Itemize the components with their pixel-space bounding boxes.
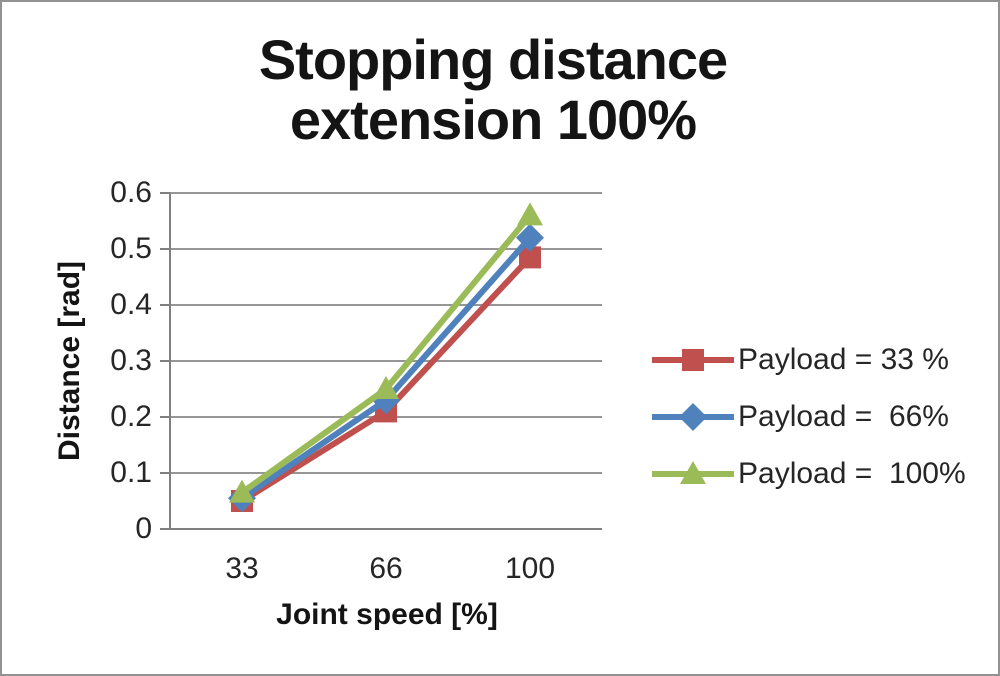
y-tick-label: 0.1 xyxy=(110,456,152,489)
legend-item: Payload = 33 % xyxy=(652,338,949,382)
y-tick-label: 0.3 xyxy=(110,344,152,377)
y-tick-label: 0.5 xyxy=(110,232,152,265)
square-marker-icon xyxy=(519,246,541,269)
x-axis-title: Joint speed [%] xyxy=(276,598,498,631)
x-tick-label: 100 xyxy=(504,552,556,585)
y-tick-label: 0 xyxy=(135,512,152,545)
legend-item: Payload = 100% xyxy=(652,452,966,496)
triangle-marker-icon xyxy=(680,461,706,484)
chart-title-line-2: extension 100% xyxy=(289,88,697,151)
diamond-marker-icon xyxy=(516,223,544,252)
legend-triangle-swatch-icon xyxy=(652,461,734,484)
legend-label: Payload = 33 % xyxy=(738,343,949,376)
triangle-marker-icon xyxy=(229,479,255,503)
x-tick-label: 66 xyxy=(369,552,403,585)
y-tick-label: 0.4 xyxy=(110,288,152,321)
chart-title: Stopping distance extension 100% xyxy=(0,30,986,150)
y-tick-label: 0.2 xyxy=(110,400,152,433)
y-tick-label: 0.6 xyxy=(110,176,152,209)
legend-label: Payload = 66% xyxy=(738,400,949,433)
triangle-marker-icon xyxy=(517,202,543,226)
series-line xyxy=(240,213,533,496)
legend-label: Payload = 100% xyxy=(738,457,966,490)
diamond-marker-icon xyxy=(679,403,707,431)
chart-title-line-1: Stopping distance xyxy=(258,28,728,91)
legend-item: Payload = 66% xyxy=(652,395,949,439)
legend-square-swatch-icon xyxy=(652,349,734,371)
x-tick-label: 33 xyxy=(225,552,259,585)
legend-diamond-swatch-icon xyxy=(652,403,734,431)
square-marker-icon xyxy=(682,349,704,371)
triangle-marker-icon xyxy=(373,376,399,399)
chart-legend: Payload = 33 % Payload = 66% Payload = 100… xyxy=(652,0,982,676)
